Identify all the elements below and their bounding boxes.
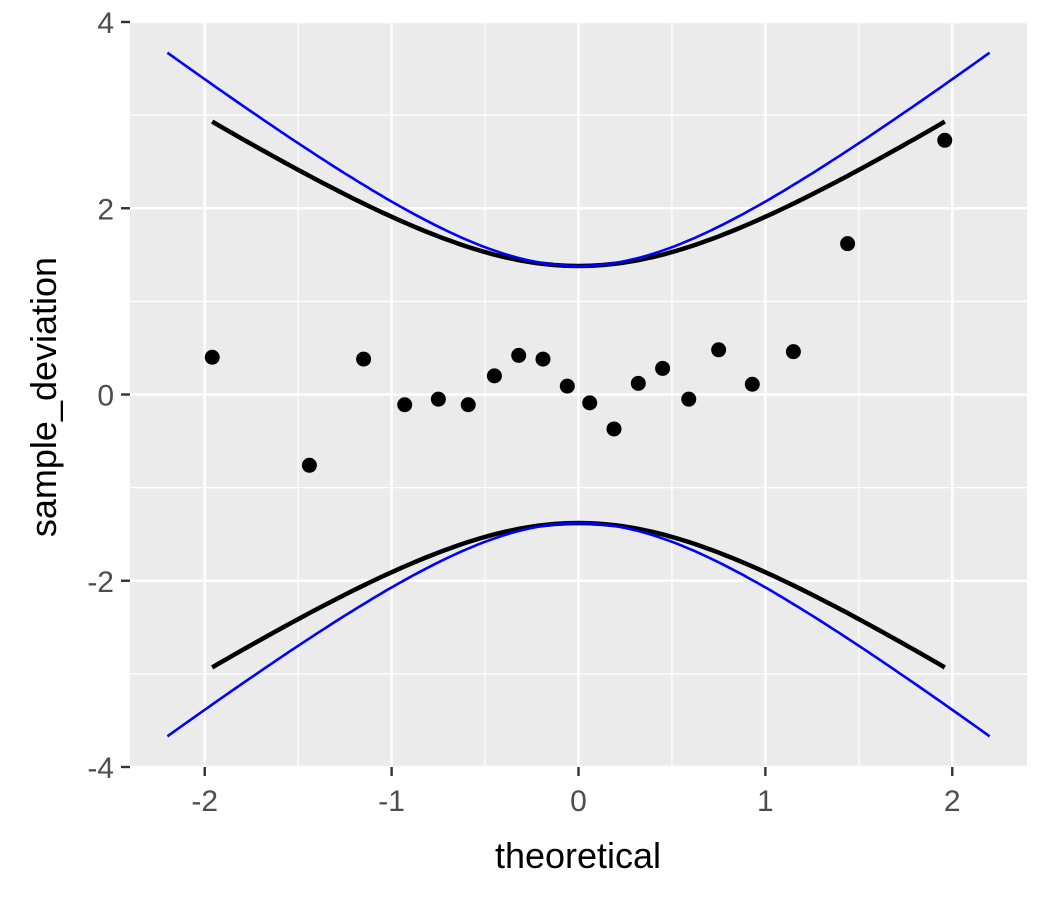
y-tick-label: -4 bbox=[87, 752, 114, 785]
data-point bbox=[744, 376, 760, 392]
y-tick-label: -2 bbox=[87, 566, 114, 599]
y-tick-label: 2 bbox=[97, 193, 114, 226]
data-point bbox=[559, 378, 575, 394]
data-point bbox=[460, 397, 476, 413]
data-point bbox=[681, 391, 697, 407]
data-point bbox=[301, 457, 317, 473]
data-point bbox=[356, 351, 372, 367]
data-point bbox=[430, 391, 446, 407]
data-point bbox=[582, 395, 598, 411]
data-point bbox=[840, 236, 856, 252]
y-tick-label: 0 bbox=[97, 380, 114, 413]
data-point bbox=[486, 368, 502, 384]
x-tick-label: 2 bbox=[944, 785, 961, 818]
data-point bbox=[535, 351, 551, 367]
upper-envelope-blue bbox=[166, 51, 991, 268]
y-axis-title: sample_deviation bbox=[23, 257, 64, 537]
data-point bbox=[655, 360, 671, 376]
x-tick-label: 0 bbox=[570, 785, 587, 818]
x-axis: -2 -1 0 1 2 bbox=[191, 767, 961, 818]
x-tick-label: -2 bbox=[191, 785, 218, 818]
data-points bbox=[204, 132, 953, 473]
data-point bbox=[630, 375, 646, 391]
x-axis-title: theoretical bbox=[495, 835, 661, 876]
data-point bbox=[511, 347, 527, 363]
y-tick-label: 4 bbox=[97, 7, 114, 40]
x-tick-label: 1 bbox=[757, 785, 774, 818]
x-tick-label: -1 bbox=[378, 785, 405, 818]
y-axis: -4 -2 0 2 4 bbox=[87, 7, 130, 785]
data-point bbox=[397, 397, 413, 413]
data-point bbox=[204, 349, 220, 365]
lower-envelope-blue bbox=[166, 521, 991, 738]
data-point bbox=[937, 132, 953, 148]
data-point bbox=[606, 421, 622, 437]
confidence-envelopes bbox=[166, 51, 991, 738]
data-point bbox=[711, 342, 727, 358]
data-point bbox=[785, 344, 801, 360]
